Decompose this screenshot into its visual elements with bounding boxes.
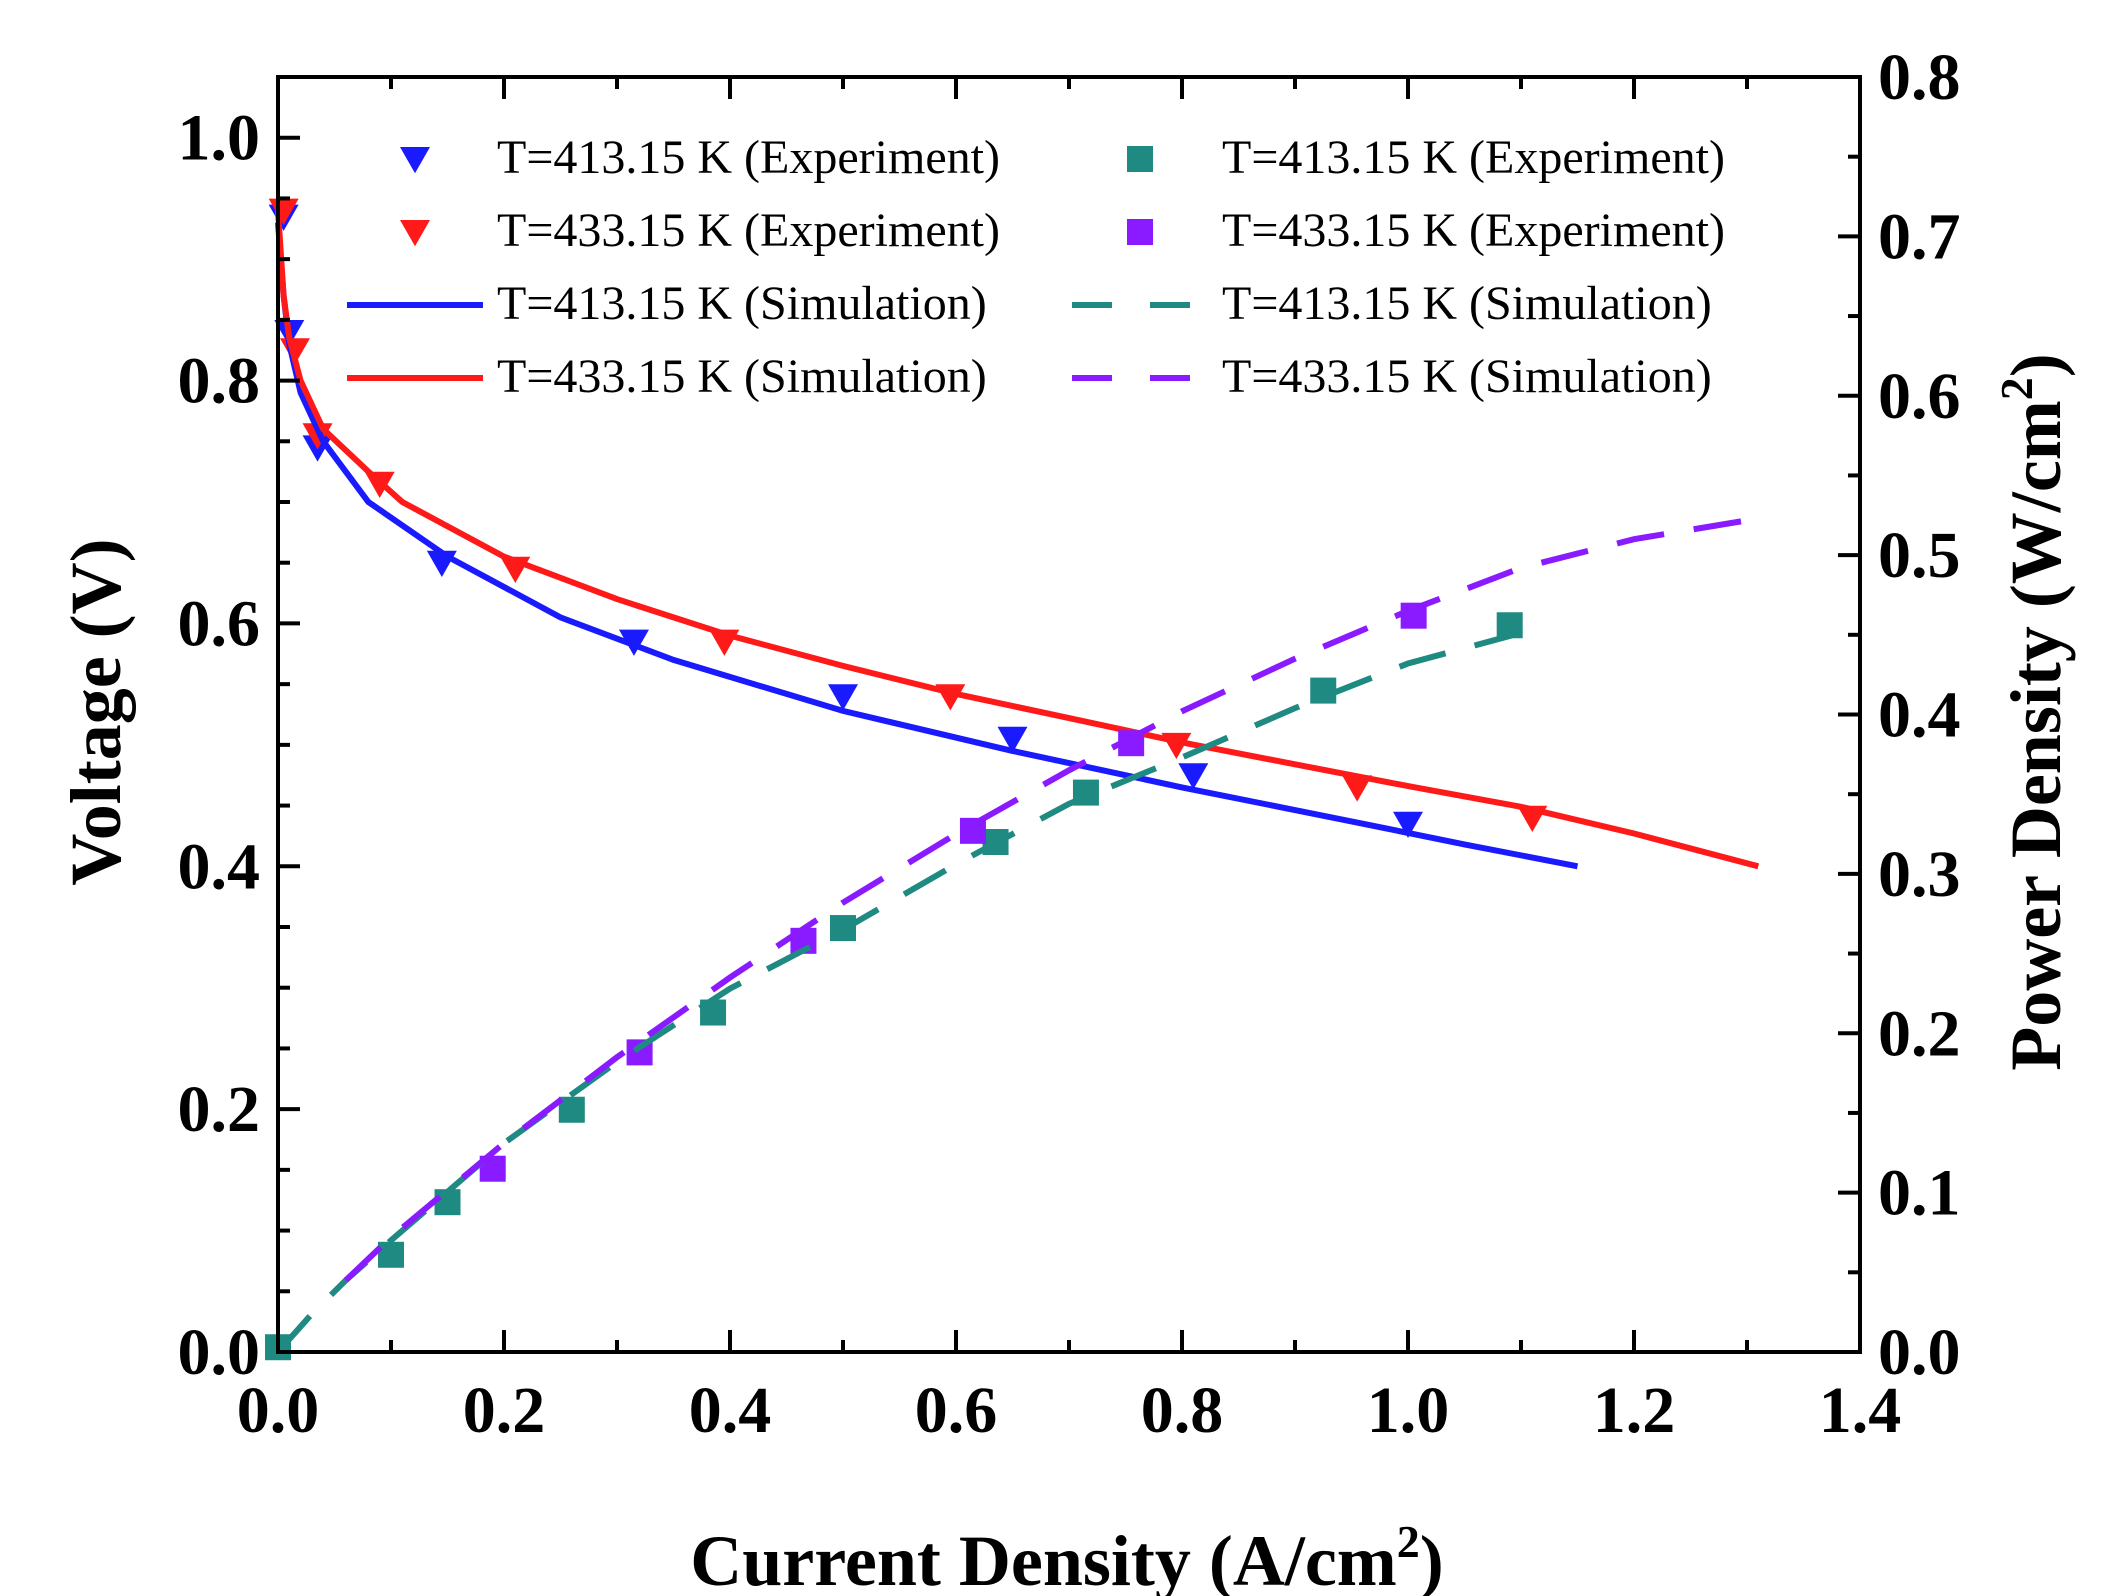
x-tick-label: 0.6	[915, 1374, 998, 1447]
legend-left-t-413-15-k-experiment-marker	[400, 147, 430, 174]
y2-tick-label: 0.0	[1878, 1316, 1961, 1389]
x-tick-label: 0.4	[689, 1374, 772, 1447]
x-tick-label: 0.0	[237, 1374, 320, 1447]
legend-left-t-433-15-k-experiment-label: T=433.15 K (Experiment)	[497, 204, 1000, 257]
legend-left-t-413-15-k-simulation-label: T=413.15 K (Simulation)	[497, 277, 987, 330]
y-tick-label: 1.0	[178, 102, 261, 175]
y-axis-title: Voltage (V)	[56, 538, 136, 885]
y2-tick-label: 0.7	[1878, 200, 1961, 273]
y2-tick-label: 0.6	[1878, 360, 1961, 433]
legend-right-t-433-15-k-experiment-label: T=433.15 K (Experiment)	[1222, 204, 1725, 257]
data-point-t-413-15-k-experiment-marker-left	[1178, 763, 1209, 790]
y-tick-label: 0.8	[178, 345, 261, 418]
y2-tick-label: 0.2	[1878, 997, 1961, 1070]
data-point-t-413-15-k-experiment-marker-right	[378, 1241, 404, 1268]
data-point-t-413-15-k-experiment-marker-right	[434, 1189, 461, 1216]
x-tick-label: 1.4	[1819, 1374, 1902, 1447]
x-tick-label: 0.8	[1141, 1374, 1224, 1447]
legend-left-t-413-15-k-experiment-label: T=413.15 K (Experiment)	[497, 131, 1000, 184]
legend-right-t-413-15-k-simulation-label: T=413.15 K (Simulation)	[1222, 277, 1712, 330]
series-layer	[265, 198, 1760, 1361]
series-line-t-433-15-k-simulation-line-left	[275, 210, 1760, 870]
x-tick-label: 1.0	[1367, 1374, 1450, 1447]
x-axis-title: Current Density (A/cm2)	[690, 1516, 1444, 1596]
data-point-t-433-15-k-experiment-marker-left	[1342, 775, 1373, 802]
data-point-t-413-15-k-experiment-marker-left	[828, 684, 858, 711]
y2-tick-label: 0.1	[1878, 1157, 1961, 1230]
legend: T=413.15 K (Experiment) T=433.15 K (Exper…	[347, 131, 1725, 403]
y2-tick-label: 0.8	[1878, 41, 1961, 114]
legend-right-t-413-15-k-experiment-marker	[1127, 146, 1153, 172]
x-tick-label: 1.2	[1593, 1374, 1676, 1447]
legend-right-t-433-15-k-experiment-marker	[1127, 219, 1153, 245]
axes-layer: 0.0 0.2 0.4 0.6 0.8 1.0 1.2 1.40.00.20.40.60.81…	[178, 41, 1961, 1447]
legend-right-t-433-15-k-simulation-label: T=433.15 K (Simulation)	[1222, 350, 1712, 403]
y-tick-label: 0.6	[178, 587, 261, 660]
legend-left-t-433-15-k-simulation-label: T=433.15 K (Simulation)	[497, 350, 987, 403]
y2-tick-label: 0.3	[1878, 838, 1961, 911]
series-line-t-433-15-k-simulation-line-right	[343, 515, 1759, 1283]
data-point-t-413-15-k-experiment-marker-left	[1393, 811, 1423, 839]
x-tick-label: 0.2	[463, 1374, 546, 1447]
y2-tick-label: 0.4	[1878, 679, 1961, 752]
data-point-t-413-15-k-experiment-marker-left	[997, 726, 1028, 754]
y2-tick-label: 0.5	[1878, 519, 1961, 592]
y-tick-label: 0.0	[178, 1316, 261, 1389]
y2-axis-title: Power Density (W/cm2)	[1991, 353, 2076, 1070]
legend-left-t-433-15-k-experiment-marker	[400, 220, 430, 247]
y-tick-label: 0.2	[178, 1073, 261, 1146]
legend-right-t-413-15-k-experiment-label: T=413.15 K (Experiment)	[1222, 131, 1725, 184]
y-tick-label: 0.4	[178, 830, 261, 903]
